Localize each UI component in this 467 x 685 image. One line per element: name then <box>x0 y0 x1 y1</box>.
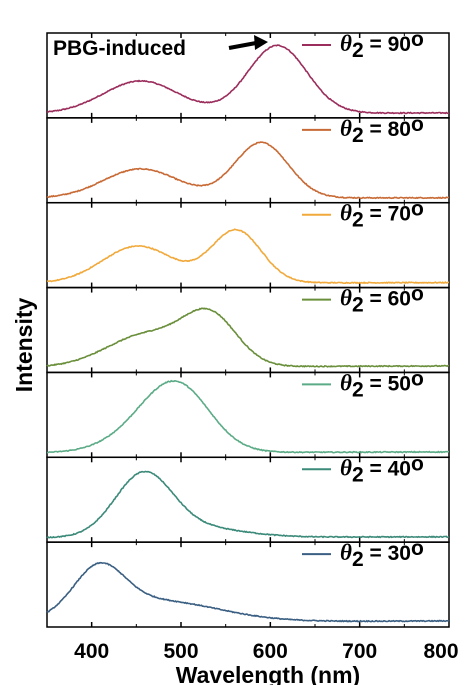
x-tick-label: 600 <box>253 640 288 663</box>
panel-5: θ2 = 40o <box>46 452 450 543</box>
series-line-4 <box>46 379 449 454</box>
legend-subscript: 2 <box>352 463 364 486</box>
x-axis: 400 500 600 700 800 <box>74 640 458 663</box>
legend-label: θ2 = 90o <box>340 28 424 62</box>
legend-theta: θ <box>340 286 352 311</box>
legend-theta: θ <box>340 370 352 395</box>
legend-entry-0: θ2 = 90o <box>302 28 424 62</box>
legend-entry-6: θ2 = 30o <box>302 537 424 571</box>
legend-value: = 30 <box>364 542 411 565</box>
legend-entry-3: θ2 = 60o <box>302 283 424 317</box>
x-axis-title: Wavelength (nm) <box>176 662 360 685</box>
legend-label: θ2 = 80o <box>340 113 424 147</box>
legend-degree: o <box>411 198 424 221</box>
legend-degree: o <box>411 537 424 560</box>
series-line-5 <box>46 470 450 539</box>
legend-value: = 40 <box>364 457 411 480</box>
legend-degree: o <box>411 28 424 51</box>
legend-label: θ2 = 60o <box>340 283 424 317</box>
legend-entry-5: θ2 = 40o <box>302 452 424 486</box>
annotation-arrow <box>228 41 257 50</box>
legend-label: θ2 = 50o <box>340 367 424 401</box>
series-line-6 <box>46 561 450 623</box>
legend-degree: o <box>411 113 424 136</box>
legend-label: θ2 = 30o <box>340 537 424 571</box>
legend-subscript: 2 <box>352 548 364 571</box>
legend-theta: θ <box>340 540 352 565</box>
legend-value: = 60 <box>364 288 411 311</box>
legend-theta: θ <box>340 31 352 56</box>
x-tick-label: 800 <box>423 640 458 663</box>
legend-subscript: 2 <box>352 378 364 401</box>
legend-theta: θ <box>340 455 352 480</box>
legend-value: = 70 <box>364 203 411 226</box>
x-tick-label: 500 <box>163 640 198 663</box>
panel-3: θ2 = 60o <box>46 283 450 374</box>
panel-frame <box>46 541 450 628</box>
legend-theta: θ <box>340 116 352 141</box>
x-tick-label: 400 <box>74 640 109 663</box>
legend-subscript: 2 <box>352 124 364 147</box>
panel-1: θ2 = 80o <box>46 113 450 204</box>
legend-value: = 90 <box>364 33 411 56</box>
panel-6: θ2 = 30o <box>46 537 450 628</box>
legend-label: θ2 = 70o <box>340 198 424 232</box>
y-axis-title: Intensity <box>11 298 37 393</box>
series-line-2 <box>46 228 450 285</box>
legend-degree: o <box>411 452 424 475</box>
legend-entry-1: θ2 = 80o <box>302 113 424 147</box>
legend-label: θ2 = 40o <box>340 452 424 486</box>
annotation-text: PBG-induced <box>53 37 186 60</box>
legend-value: = 50 <box>364 372 411 395</box>
legend-subscript: 2 <box>352 209 364 232</box>
legend-theta: θ <box>340 201 352 226</box>
x-tick-label: 700 <box>342 640 377 663</box>
legend-entry-2: θ2 = 70o <box>302 198 424 232</box>
panel-2: θ2 = 70o <box>46 198 450 289</box>
panel-4: θ2 = 50o <box>46 367 450 459</box>
series-line-0 <box>46 44 449 115</box>
series-line-1 <box>46 141 449 200</box>
legend-degree: o <box>411 283 424 306</box>
legend-subscript: 2 <box>352 39 364 62</box>
annotation-arrowhead <box>254 35 268 50</box>
series-line-3 <box>46 307 449 368</box>
legend-degree: o <box>411 367 424 390</box>
annotation: PBG-induced <box>53 35 268 60</box>
legend-entry-4: θ2 = 50o <box>302 367 424 401</box>
legend-value: = 80 <box>364 118 411 141</box>
legend-subscript: 2 <box>352 294 364 317</box>
